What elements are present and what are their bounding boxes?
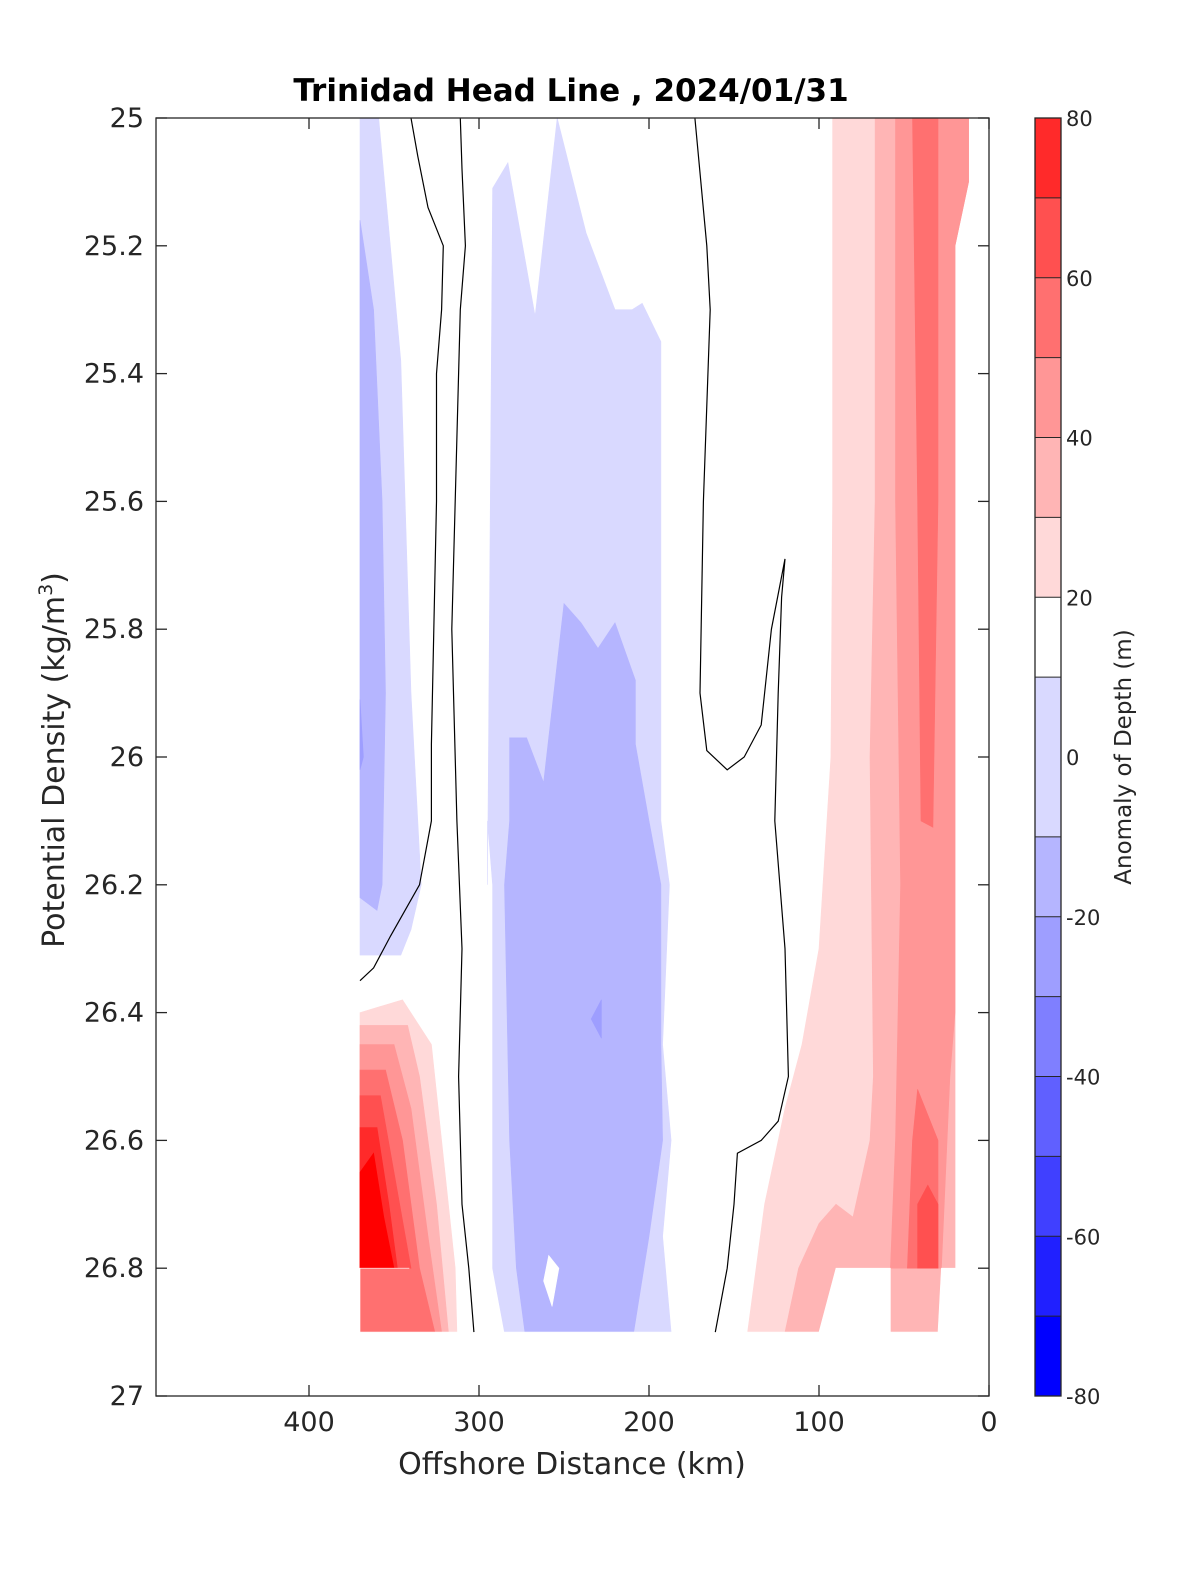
y-tick-label: 26.8 <box>84 1253 144 1284</box>
y-axis-label-sup: 3 <box>35 584 57 596</box>
colorbar: 80 60 40 20 0 -20 -40 -60 -80 <box>1034 107 1100 1409</box>
contour-lines <box>359 118 790 1333</box>
y-tick-label: 26.6 <box>84 1125 144 1156</box>
colorbar-segment <box>1034 117 1062 199</box>
chart-title: Trinidad Head Line , 2024/01/31 <box>293 73 848 109</box>
contour-region-1 <box>359 220 386 911</box>
axis-ticks: 400 300 200 100 0 25 25.2 25.4 25.6 25.8 26 26.2 26.… <box>84 103 998 1438</box>
colorbar-frame <box>1034 117 1062 1397</box>
colorbar-segment <box>1034 676 1062 838</box>
contour-region-2 <box>359 699 364 770</box>
colorbar-segment <box>1034 1236 1062 1317</box>
contour-region-21 <box>937 1267 989 1333</box>
contour-region-5 <box>590 999 602 1039</box>
colorbar-tick-label: 40 <box>1066 427 1093 451</box>
contour-region-20 <box>818 1267 891 1333</box>
y-tick-label: 25.6 <box>84 486 144 517</box>
colorbar-tick-label: 0 <box>1066 746 1079 770</box>
colorbar-label: Anomaly of Depth (m) <box>1111 629 1137 884</box>
y-tick-label: 26.2 <box>84 870 144 901</box>
y-tick-label: 26 <box>110 742 144 773</box>
colorbar-tick-label: -20 <box>1066 906 1100 930</box>
contour-region-19 <box>156 1267 989 1396</box>
filled-contour-regions <box>156 118 989 1396</box>
contour-region-11 <box>917 1184 939 1269</box>
contour-region-9 <box>912 118 939 828</box>
colorbar-tick-label: -60 <box>1066 1225 1100 1249</box>
colorbar-segment <box>1034 836 1062 917</box>
y-tick-label: 25.2 <box>84 231 144 262</box>
y-axis-label-close: ) <box>37 572 72 584</box>
colorbar-segment <box>1034 1315 1062 1397</box>
x-tick-label: 300 <box>453 1407 505 1438</box>
colorbar-segment <box>1034 1156 1062 1237</box>
y-axis-label: Potential Density (kg/m3) <box>35 572 72 948</box>
x-tick-label: 400 <box>283 1407 335 1438</box>
contour-line-0 <box>359 118 444 982</box>
contour-region-4 <box>504 602 663 1333</box>
y-tick-label: 25.4 <box>84 359 144 390</box>
y-tick-label: 27 <box>110 1381 144 1412</box>
colorbar-tick-label: -40 <box>1066 1066 1100 1090</box>
x-tick-label: 200 <box>623 1407 675 1438</box>
colorbar-segment <box>1034 517 1062 598</box>
colorbar-tick-label: 20 <box>1066 586 1093 610</box>
contour-line-2 <box>694 118 790 1333</box>
contour-region-18 <box>359 1152 395 1269</box>
colorbar-tick-label: -80 <box>1066 1385 1100 1409</box>
colorbar-segment <box>1034 277 1062 358</box>
y-tick-label: 26.4 <box>84 998 144 1029</box>
colorbar-segment <box>1034 996 1062 1077</box>
y-tick-label: 25 <box>110 103 144 134</box>
colorbar-segment <box>1034 1076 1062 1157</box>
colorbar-tick-label: 80 <box>1066 107 1093 131</box>
x-tick-label: 100 <box>793 1407 845 1438</box>
x-tick-label: 0 <box>980 1407 997 1438</box>
colorbar-segment <box>1034 357 1062 438</box>
colorbar-tick-label: 60 <box>1066 267 1093 291</box>
colorbar-segment <box>1034 437 1062 518</box>
colorbar-segment <box>1034 197 1062 278</box>
colorbar-segment <box>1034 597 1062 678</box>
y-tick-label: 25.8 <box>84 614 144 645</box>
contour-region-22 <box>543 1254 560 1307</box>
colorbar-segment <box>1034 916 1062 997</box>
x-axis-label: Offshore Distance (km) <box>398 1447 746 1482</box>
contour-line-1 <box>451 118 475 1333</box>
